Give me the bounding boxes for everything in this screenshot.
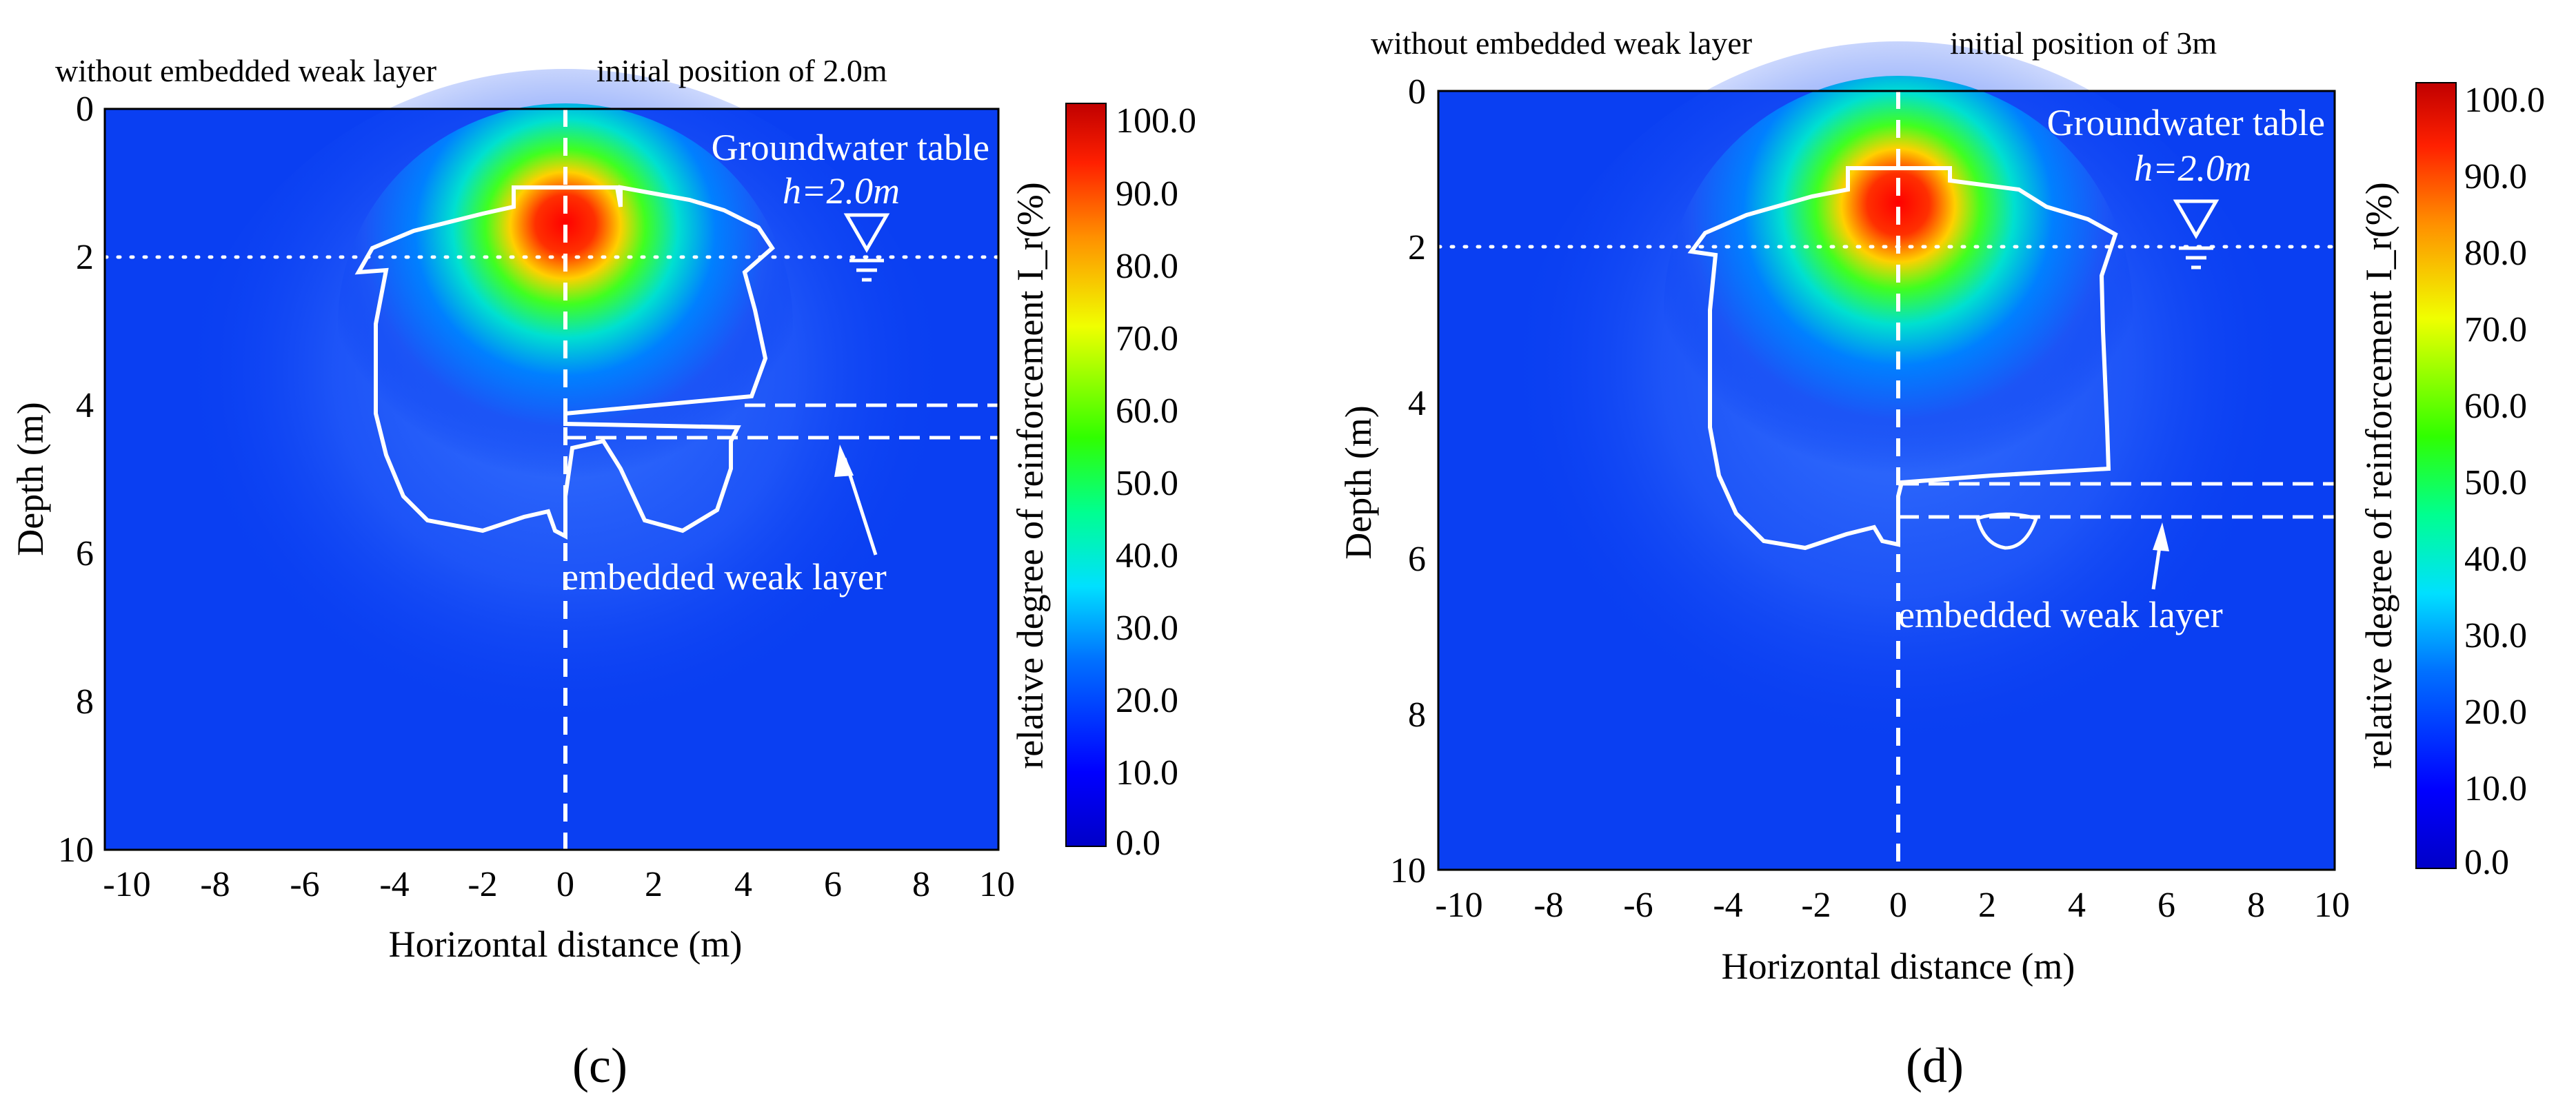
- x-tick-label: -6: [290, 865, 319, 904]
- x-tick-label: -8: [200, 865, 230, 904]
- colorbar-tick-label: 90.0: [2464, 157, 2527, 196]
- colorbar-tick-label: 50.0: [1116, 464, 1178, 503]
- x-ticks-c: -10 -8 -6 -4 -2 0 2 4 6 8 10: [103, 865, 1015, 904]
- x-tick-label: 2: [645, 865, 663, 904]
- chart-d-svg: Groundwater table h=2.0m embedded weak l…: [1338, 26, 2545, 1093]
- colorbar-tick-label: 30.0: [1116, 609, 1178, 648]
- colorbar-tick-label: 10.0: [2464, 769, 2527, 808]
- groundwater-h-d: h=2.0m: [2134, 147, 2251, 189]
- x-tick-label: -10: [103, 865, 150, 904]
- x-tick-label: -8: [1533, 886, 1563, 925]
- title-right-c: initial position of 2.0m: [596, 53, 887, 88]
- colorbar-ticks-d: 100.0 90.0 80.0 70.0 60.0 50.0 40.0 30.0…: [2464, 81, 2545, 882]
- y-tick-label: 8: [1408, 695, 1426, 735]
- colorbar-tick-label: 100.0: [1116, 101, 1196, 141]
- x-tick-label: -2: [467, 865, 497, 904]
- x-tick-label: -10: [1435, 886, 1482, 925]
- y-tick-label: 10: [1390, 851, 1426, 890]
- y-axis-label-c: Depth (m): [10, 402, 51, 556]
- y-tick-label: 10: [58, 830, 94, 870]
- colorbar-tick-label: 30.0: [2464, 616, 2527, 655]
- colorbar-tick-label: 100.0: [2464, 81, 2545, 120]
- y-tick-label: 6: [1408, 540, 1426, 579]
- colorbar-tick-label: 70.0: [2464, 310, 2527, 349]
- colorbar-tick-label: 0.0: [2464, 843, 2509, 882]
- weak-layer-label-c: embedded weak layer: [562, 556, 887, 598]
- colorbar-ticks-c: 100.0 90.0 80.0 70.0 60.0 50.0 40.0 30.0…: [1116, 101, 1196, 863]
- colorbar-c: [1065, 103, 1107, 847]
- groundwater-label-c: Groundwater table: [712, 127, 989, 168]
- colorbar-tick-label: 40.0: [2464, 540, 2527, 579]
- weak-layer-arrow-d: [2151, 522, 2169, 590]
- y-ticks-c: 0 2 4 6 8 10: [58, 90, 94, 870]
- y-tick-label: 2: [1408, 228, 1426, 267]
- x-tick-label: 8: [912, 865, 930, 904]
- y-tick-label: 4: [76, 386, 94, 425]
- x-tick-label: 0: [1889, 886, 1907, 925]
- y-tick-label: 8: [76, 682, 94, 722]
- reinforced-zone-contour-c: [354, 185, 775, 540]
- x-axis-label-d: Horizontal distance (m): [1722, 946, 2075, 987]
- x-tick-label: 0: [556, 865, 574, 904]
- x-tick-label: 6: [824, 865, 842, 904]
- colorbar-tick-label: 20.0: [1116, 681, 1178, 720]
- y-ticks-d: 0 2 4 6 8 10: [1390, 72, 1426, 890]
- y-tick-label: 0: [1408, 72, 1426, 112]
- colorbar-tick-label: 70.0: [1116, 319, 1178, 358]
- x-tick-label: -2: [1801, 886, 1831, 925]
- colorbar-tick-label: 0.0: [1116, 824, 1160, 863]
- title-right-d: initial position of 3m: [1950, 26, 2217, 61]
- small-zone-contour-d: [1975, 512, 2039, 550]
- groundwater-symbol-d: [2173, 199, 2220, 269]
- colorbar-label-d: relative degree of reinforcement I_r(%): [2358, 182, 2399, 769]
- x-tick-label: 4: [2068, 886, 2086, 925]
- colorbar-tick-label: 90.0: [1116, 174, 1178, 214]
- weak-layer-arrow-c: [834, 445, 878, 556]
- x-tick-label: 6: [2157, 886, 2175, 925]
- x-tick-label: 2: [1978, 886, 1996, 925]
- panel-label-c: (c): [572, 1038, 627, 1093]
- chart-c-svg: Groundwater table h=2.0m embedded weak l…: [10, 53, 1196, 1093]
- plot-frame-c: [103, 108, 1000, 851]
- groundwater-symbol-c: [843, 213, 890, 282]
- colorbar-tick-label: 60.0: [2464, 387, 2527, 426]
- x-tick-label: -6: [1623, 886, 1653, 925]
- title-left-d: without embedded weak layer: [1371, 26, 1752, 61]
- x-tick-label: 4: [734, 865, 752, 904]
- weak-layer-label-d: embedded weak layer: [1898, 594, 2223, 635]
- y-tick-label: 2: [76, 238, 94, 277]
- y-axis-label-d: Depth (m): [1338, 405, 1379, 559]
- title-left-c: without embedded weak layer: [55, 53, 436, 88]
- groundwater-h-c: h=2.0m: [783, 170, 900, 212]
- colorbar-tick-label: 80.0: [2464, 234, 2527, 273]
- x-tick-label: -4: [379, 865, 409, 904]
- colorbar-tick-label: 80.0: [1116, 247, 1178, 286]
- colorbar-tick-label: 50.0: [2464, 463, 2527, 502]
- y-tick-label: 6: [76, 534, 94, 573]
- x-tick-label: -4: [1713, 886, 1742, 925]
- x-ticks-d: -10 -8 -6 -4 -2 0 2 4 6 8 10: [1435, 886, 2350, 925]
- colorbar-label-c: relative degree of reinforcement I_r(%): [1009, 182, 1051, 769]
- x-tick-label: 10: [2314, 886, 2350, 925]
- colorbar-tick-label: 40.0: [1116, 536, 1178, 575]
- colorbar-d: [2415, 82, 2457, 869]
- colorbar-tick-label: 20.0: [2464, 693, 2527, 732]
- panel-label-d: (d): [1906, 1038, 1964, 1093]
- panel-d: Groundwater table h=2.0m embedded weak l…: [1288, 0, 2576, 1111]
- colorbar-tick-label: 10.0: [1116, 753, 1178, 793]
- groundwater-label-d: Groundwater table: [2047, 102, 2325, 143]
- y-tick-label: 0: [76, 90, 94, 129]
- plot-frame-d: [1437, 90, 2336, 871]
- reinforced-zone-contour-d: [1687, 166, 2118, 551]
- x-tick-label: 8: [2247, 886, 2265, 925]
- x-tick-label: 10: [979, 865, 1015, 904]
- y-tick-label: 4: [1408, 384, 1426, 423]
- x-axis-label-c: Horizontal distance (m): [389, 924, 743, 965]
- panel-c: Groundwater table h=2.0m embedded weak l…: [10, 53, 1196, 1093]
- colorbar-tick-label: 60.0: [1116, 391, 1178, 431]
